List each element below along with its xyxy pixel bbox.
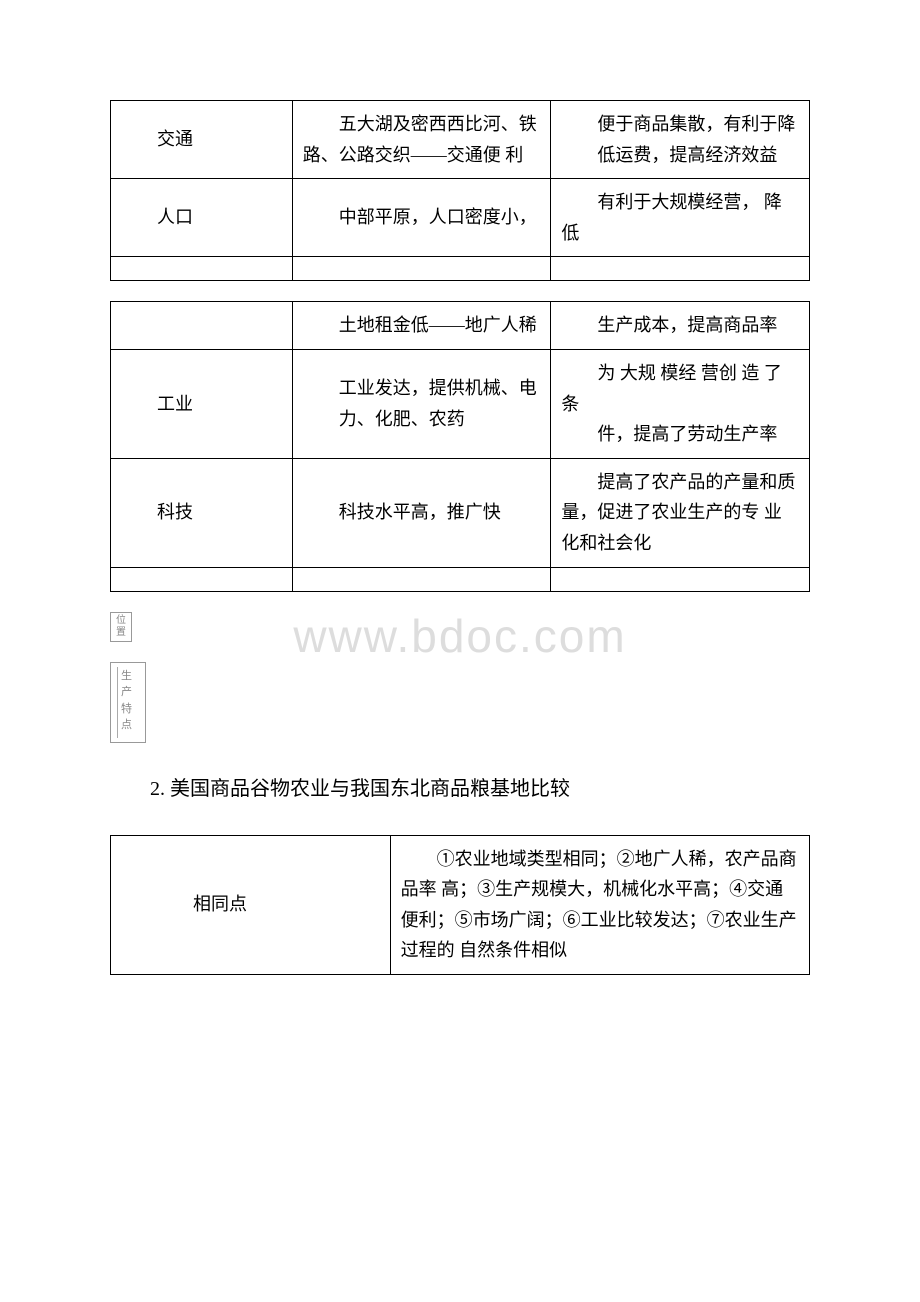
row-right-cell: 提高了农产品的产量和质 量，促进了农业生产的专 业化和社会化	[551, 458, 810, 567]
table-row: 人口 中部平原，人口密度小， 有利于大规模经营， 降低	[111, 179, 810, 257]
table-3: 相同点 ①农业地域类型相同；②地广人稀，农产品商品率 高；③生产规模大，机械化水…	[110, 835, 810, 975]
row-label-cell	[111, 302, 293, 350]
cell-text: 便于商品集散，有利于降	[561, 109, 799, 140]
table-1: 交通 五大湖及密西西比河、铁 路、公路交织——交通便 利 便于商品集散，有利于降…	[110, 100, 810, 281]
section-title: 2. 美国商品谷物农业与我国东北商品粮基地比较	[110, 773, 810, 805]
row-content-cell: ①农业地域类型相同；②地广人稀，农产品商品率 高；③生产规模大，机械化水平高；④…	[390, 835, 809, 974]
row-label-cell: 人口	[111, 179, 293, 257]
cell-text: 工业发达，提供机械、电	[303, 373, 541, 404]
empty-cell	[111, 567, 293, 591]
table-empty-row	[111, 257, 810, 281]
row-mid-cell: 土地租金低——地广人稀	[292, 302, 551, 350]
row-label-cell: 交通	[111, 101, 293, 179]
table-empty-row	[111, 567, 810, 591]
row-right-cell: 为 大规 模经 营创 造 了条 件，提高了劳动生产率	[551, 349, 810, 458]
cell-text: 中部平原，人口密度小，	[303, 202, 541, 233]
image-placeholder-2: 生产特点	[110, 662, 146, 743]
row-mid-cell: 工业发达，提供机械、电 力、化肥、农药	[292, 349, 551, 458]
row-right-cell: 有利于大规模经营， 降低	[551, 179, 810, 257]
row-label-cell: 工业	[111, 349, 293, 458]
empty-cell	[551, 257, 810, 281]
cell-text: 土地租金低——地广人稀	[303, 310, 541, 341]
row-mid-cell: 中部平原，人口密度小，	[292, 179, 551, 257]
cell-text: 为 大规 模经 营创 造 了条	[561, 358, 799, 419]
cell-text: 生产成本，提高商品率	[561, 310, 799, 341]
empty-cell	[292, 257, 551, 281]
cell-text: 低运费，提高经济效益	[561, 140, 799, 171]
empty-cell	[292, 567, 551, 591]
cell-text: ①农业地域类型相同；②地广人稀，农产品商品率 高；③生产规模大，机械化水平高；④…	[401, 844, 799, 966]
placeholder-divider	[117, 667, 118, 738]
cell-text: 提高了农产品的产量和质 量，促进了农业生产的专 业化和社会化	[561, 467, 799, 559]
empty-cell	[111, 257, 293, 281]
row-label-cell: 相同点	[111, 835, 391, 974]
table-row: 科技 科技水平高，推广快 提高了农产品的产量和质 量，促进了农业生产的专 业化和…	[111, 458, 810, 567]
cell-text: 五大湖及密西西比河、铁 路、公路交织——交通便 利	[303, 109, 541, 170]
cell-text: 件，提高了劳动生产率	[561, 419, 799, 450]
image-placeholder-block: 位置 生产特点	[110, 612, 810, 743]
cell-text: 科技水平高，推广快	[303, 497, 541, 528]
row-right-cell: 生产成本，提高商品率	[551, 302, 810, 350]
row-mid-cell: 科技水平高，推广快	[292, 458, 551, 567]
image-placeholder-1: 位置	[110, 612, 132, 642]
cell-text: 有利于大规模经营， 降低	[561, 187, 799, 248]
row-label-cell: 科技	[111, 458, 293, 567]
empty-cell	[551, 567, 810, 591]
table-2: 土地租金低——地广人稀 生产成本，提高商品率 工业 工业发达，提供机械、电 力、…	[110, 301, 810, 591]
table-row: 工业 工业发达，提供机械、电 力、化肥、农药 为 大规 模经 营创 造 了条 件…	[111, 349, 810, 458]
table-row: 相同点 ①农业地域类型相同；②地广人稀，农产品商品率 高；③生产规模大，机械化水…	[111, 835, 810, 974]
placeholder-text: 生产特点	[121, 670, 132, 732]
cell-text: 力、化肥、农药	[303, 404, 541, 435]
table-row: 交通 五大湖及密西西比河、铁 路、公路交织——交通便 利 便于商品集散，有利于降…	[111, 101, 810, 179]
table-row: 土地租金低——地广人稀 生产成本，提高商品率	[111, 302, 810, 350]
row-right-cell: 便于商品集散，有利于降 低运费，提高经济效益	[551, 101, 810, 179]
document-content: 交通 五大湖及密西西比河、铁 路、公路交织——交通便 利 便于商品集散，有利于降…	[110, 100, 810, 975]
row-mid-cell: 五大湖及密西西比河、铁 路、公路交织——交通便 利	[292, 101, 551, 179]
